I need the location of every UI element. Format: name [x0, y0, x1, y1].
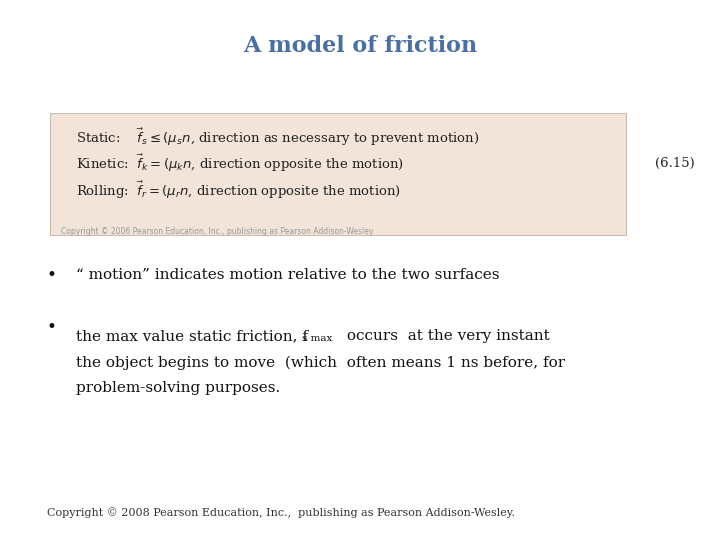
Text: Rolling:  $\vec{f}_r = (\mu_r n$, direction opposite the motion): Rolling: $\vec{f}_r = (\mu_r n$, directi…: [76, 179, 400, 201]
Text: Kinetic:  $\vec{f}_k = (\mu_k n$, direction opposite the motion): Kinetic: $\vec{f}_k = (\mu_k n$, directi…: [76, 152, 403, 174]
Text: (6.15): (6.15): [655, 157, 695, 170]
Text: occurs  at the very instant: occurs at the very instant: [342, 329, 550, 343]
Text: the object begins to move  (which  often means 1 ns before, for: the object begins to move (which often m…: [76, 355, 564, 370]
Text: Copyright © 2006 Pearson Education, Inc., publishing as Pearson Addison-Wesley.: Copyright © 2006 Pearson Education, Inc.…: [61, 227, 375, 235]
Text: s max: s max: [302, 334, 333, 343]
Text: A model of friction: A model of friction: [243, 35, 477, 57]
FancyBboxPatch shape: [50, 113, 626, 235]
Text: problem-solving purposes.: problem-solving purposes.: [76, 381, 280, 395]
Text: •: •: [47, 318, 57, 336]
Text: •: •: [47, 266, 57, 285]
Text: Static:    $\vec{f}_s \leq (\mu_s n$, direction as necessary to prevent motion): Static: $\vec{f}_s \leq (\mu_s n$, direc…: [76, 127, 479, 148]
Text: “ motion” indicates motion relative to the two surfaces: “ motion” indicates motion relative to t…: [76, 268, 499, 282]
Text: the max value static friction, f: the max value static friction, f: [76, 329, 307, 343]
Text: Copyright © 2008 Pearson Education, Inc.,  publishing as Pearson Addison-Wesley.: Copyright © 2008 Pearson Education, Inc.…: [47, 508, 515, 518]
